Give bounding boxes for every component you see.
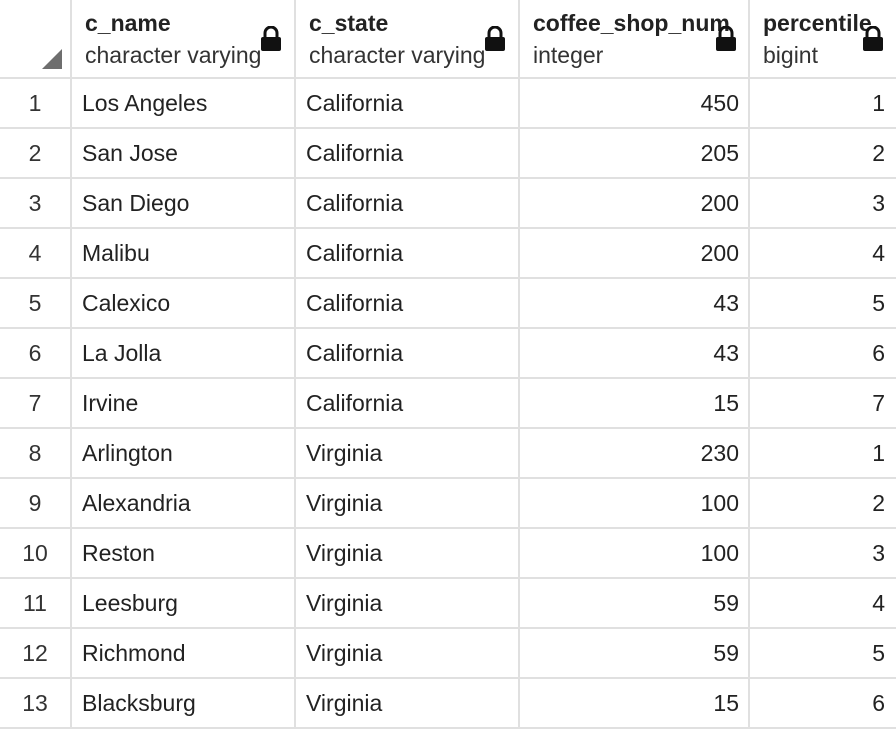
cell-c-state[interactable]: Virginia [296,679,520,729]
cell-coffee-shop-num[interactable]: 450 [520,79,750,129]
cell-c-name[interactable]: Leesburg [72,579,296,629]
lock-icon [485,26,505,51]
cell-c-state[interactable]: Virginia [296,479,520,529]
table-row[interactable]: 7 Irvine California 15 7 [0,379,896,429]
column-name: c_state [309,10,389,36]
cell-coffee-shop-num[interactable]: 205 [520,129,750,179]
row-number[interactable]: 10 [0,529,72,579]
cell-c-state[interactable]: California [296,179,520,229]
cell-coffee-shop-num[interactable]: 43 [520,329,750,379]
table-row[interactable]: 2 San Jose California 205 2 [0,129,896,179]
cell-c-name[interactable]: Richmond [72,629,296,679]
column-type: integer [533,42,604,68]
cell-c-name[interactable]: Blacksburg [72,679,296,729]
cell-percentile[interactable]: 3 [750,179,896,229]
cell-percentile[interactable]: 6 [750,329,896,379]
column-header-percentile[interactable]: percentile bigint [750,0,896,79]
cell-c-state[interactable]: Virginia [296,529,520,579]
cell-coffee-shop-num[interactable]: 230 [520,429,750,479]
cell-coffee-shop-num[interactable]: 100 [520,529,750,579]
cell-percentile[interactable]: 2 [750,479,896,529]
cell-c-state[interactable]: California [296,329,520,379]
column-name: c_name [85,10,171,36]
cell-percentile[interactable]: 4 [750,229,896,279]
cell-percentile[interactable]: 5 [750,629,896,679]
row-number[interactable]: 9 [0,479,72,529]
row-number[interactable]: 5 [0,279,72,329]
column-type: bigint [763,42,818,68]
table-row[interactable]: 6 La Jolla California 43 6 [0,329,896,379]
cell-c-state[interactable]: California [296,129,520,179]
cell-percentile[interactable]: 1 [750,429,896,479]
table-row[interactable]: 10 Reston Virginia 100 3 [0,529,896,579]
table-row[interactable]: 9 Alexandria Virginia 100 2 [0,479,896,529]
row-number[interactable]: 13 [0,679,72,729]
column-name: percentile [763,10,872,36]
cell-c-state[interactable]: California [296,79,520,129]
cell-c-state[interactable]: Virginia [296,629,520,679]
cell-c-name[interactable]: San Jose [72,129,296,179]
column-type: character varying [85,42,262,68]
row-number[interactable]: 12 [0,629,72,679]
cell-c-state[interactable]: California [296,229,520,279]
lock-icon [863,26,883,51]
row-number[interactable]: 1 [0,79,72,129]
table-row[interactable]: 13 Blacksburg Virginia 15 6 [0,679,896,729]
cell-coffee-shop-num[interactable]: 15 [520,679,750,729]
cell-c-name[interactable]: La Jolla [72,329,296,379]
cell-coffee-shop-num[interactable]: 59 [520,629,750,679]
cell-c-name[interactable]: Irvine [72,379,296,429]
row-number[interactable]: 6 [0,329,72,379]
cell-coffee-shop-num[interactable]: 100 [520,479,750,529]
column-name: coffee_shop_num [533,10,730,36]
cell-percentile[interactable]: 5 [750,279,896,329]
table-row[interactable]: 5 Calexico California 43 5 [0,279,896,329]
row-number[interactable]: 7 [0,379,72,429]
cell-c-name[interactable]: Calexico [72,279,296,329]
cell-coffee-shop-num[interactable]: 200 [520,229,750,279]
cell-c-state[interactable]: Virginia [296,579,520,629]
table-row[interactable]: 3 San Diego California 200 3 [0,179,896,229]
cell-percentile[interactable]: 7 [750,379,896,429]
column-header-coffee-shop-num[interactable]: coffee_shop_num integer [520,0,750,79]
cell-c-name[interactable]: Los Angeles [72,79,296,129]
lock-icon [261,26,281,51]
table-row[interactable]: 1 Los Angeles California 450 1 [0,79,896,129]
table-row[interactable]: 12 Richmond Virginia 59 5 [0,629,896,679]
cell-c-name[interactable]: Arlington [72,429,296,479]
table-row[interactable]: 8 Arlington Virginia 230 1 [0,429,896,479]
cell-c-state[interactable]: California [296,279,520,329]
row-number[interactable]: 3 [0,179,72,229]
table-row[interactable]: 4 Malibu California 200 4 [0,229,896,279]
lock-icon [716,26,736,51]
cell-coffee-shop-num[interactable]: 43 [520,279,750,329]
cell-c-name[interactable]: San Diego [72,179,296,229]
cell-c-name[interactable]: Malibu [72,229,296,279]
select-all-corner-icon [42,49,62,69]
cell-percentile[interactable]: 3 [750,529,896,579]
cell-coffee-shop-num[interactable]: 59 [520,579,750,629]
select-all-corner[interactable] [0,0,72,79]
cell-c-name[interactable]: Reston [72,529,296,579]
row-number[interactable]: 4 [0,229,72,279]
cell-percentile[interactable]: 2 [750,129,896,179]
row-number[interactable]: 11 [0,579,72,629]
column-header-c-state[interactable]: c_state character varying [296,0,520,79]
cell-c-state[interactable]: Virginia [296,429,520,479]
table-row[interactable]: 11 Leesburg Virginia 59 4 [0,579,896,629]
cell-percentile[interactable]: 6 [750,679,896,729]
cell-coffee-shop-num[interactable]: 15 [520,379,750,429]
cell-c-name[interactable]: Alexandria [72,479,296,529]
row-number[interactable]: 2 [0,129,72,179]
cell-coffee-shop-num[interactable]: 200 [520,179,750,229]
column-header-c-name[interactable]: c_name character varying [72,0,296,79]
cell-c-state[interactable]: California [296,379,520,429]
column-type: character varying [309,42,486,68]
row-number[interactable]: 8 [0,429,72,479]
cell-percentile[interactable]: 1 [750,79,896,129]
cell-percentile[interactable]: 4 [750,579,896,629]
